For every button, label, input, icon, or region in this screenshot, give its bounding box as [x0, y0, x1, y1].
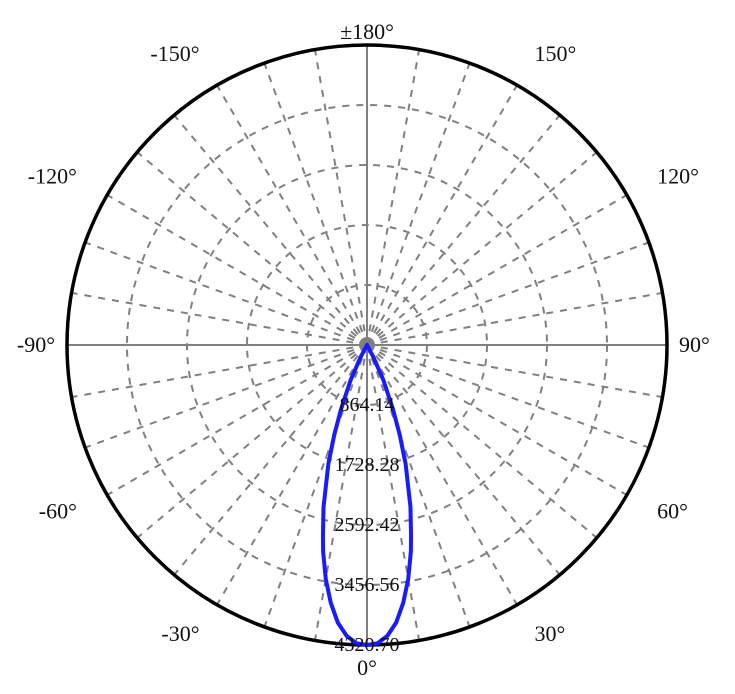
ring-label: 1728.28 — [335, 454, 400, 476]
angle-label: -60° — [39, 499, 77, 524]
ring-label: 2592.42 — [335, 514, 400, 536]
angle-label: 150° — [535, 41, 577, 66]
grid-spoke — [367, 242, 649, 345]
polar-chart: 864.14 1728.28 2592.42 3456.56 4320.700° 30° 6… — [0, 0, 735, 694]
grid-spoke — [72, 293, 367, 345]
angle-label: 60° — [657, 499, 688, 524]
grid-spoke — [367, 345, 419, 640]
grid-spoke — [367, 63, 470, 345]
grid-spoke — [85, 242, 367, 345]
grid-spoke — [315, 50, 367, 345]
angle-label: 30° — [535, 621, 566, 646]
grid-spoke — [367, 50, 419, 345]
angle-label: -30° — [161, 621, 199, 646]
angle-label: -90° — [17, 332, 55, 357]
angle-label: -120° — [28, 164, 77, 189]
angle-label: 120° — [657, 164, 699, 189]
ring-label: 4320.70 — [335, 634, 400, 656]
angle-label: -150° — [150, 41, 199, 66]
grid-spoke — [72, 345, 367, 397]
ring-label: 3456.56 — [335, 574, 400, 596]
grid-spoke — [367, 293, 662, 345]
grid-spoke — [264, 63, 367, 345]
grid-spoke — [315, 345, 367, 640]
angle-label: ±180° — [340, 19, 394, 44]
grid-spoke — [85, 345, 367, 448]
grid-spoke — [367, 345, 662, 397]
ring-label: 864.14 — [340, 394, 395, 416]
angle-label: 0° — [357, 655, 377, 680]
angle-label: 90° — [679, 332, 710, 357]
